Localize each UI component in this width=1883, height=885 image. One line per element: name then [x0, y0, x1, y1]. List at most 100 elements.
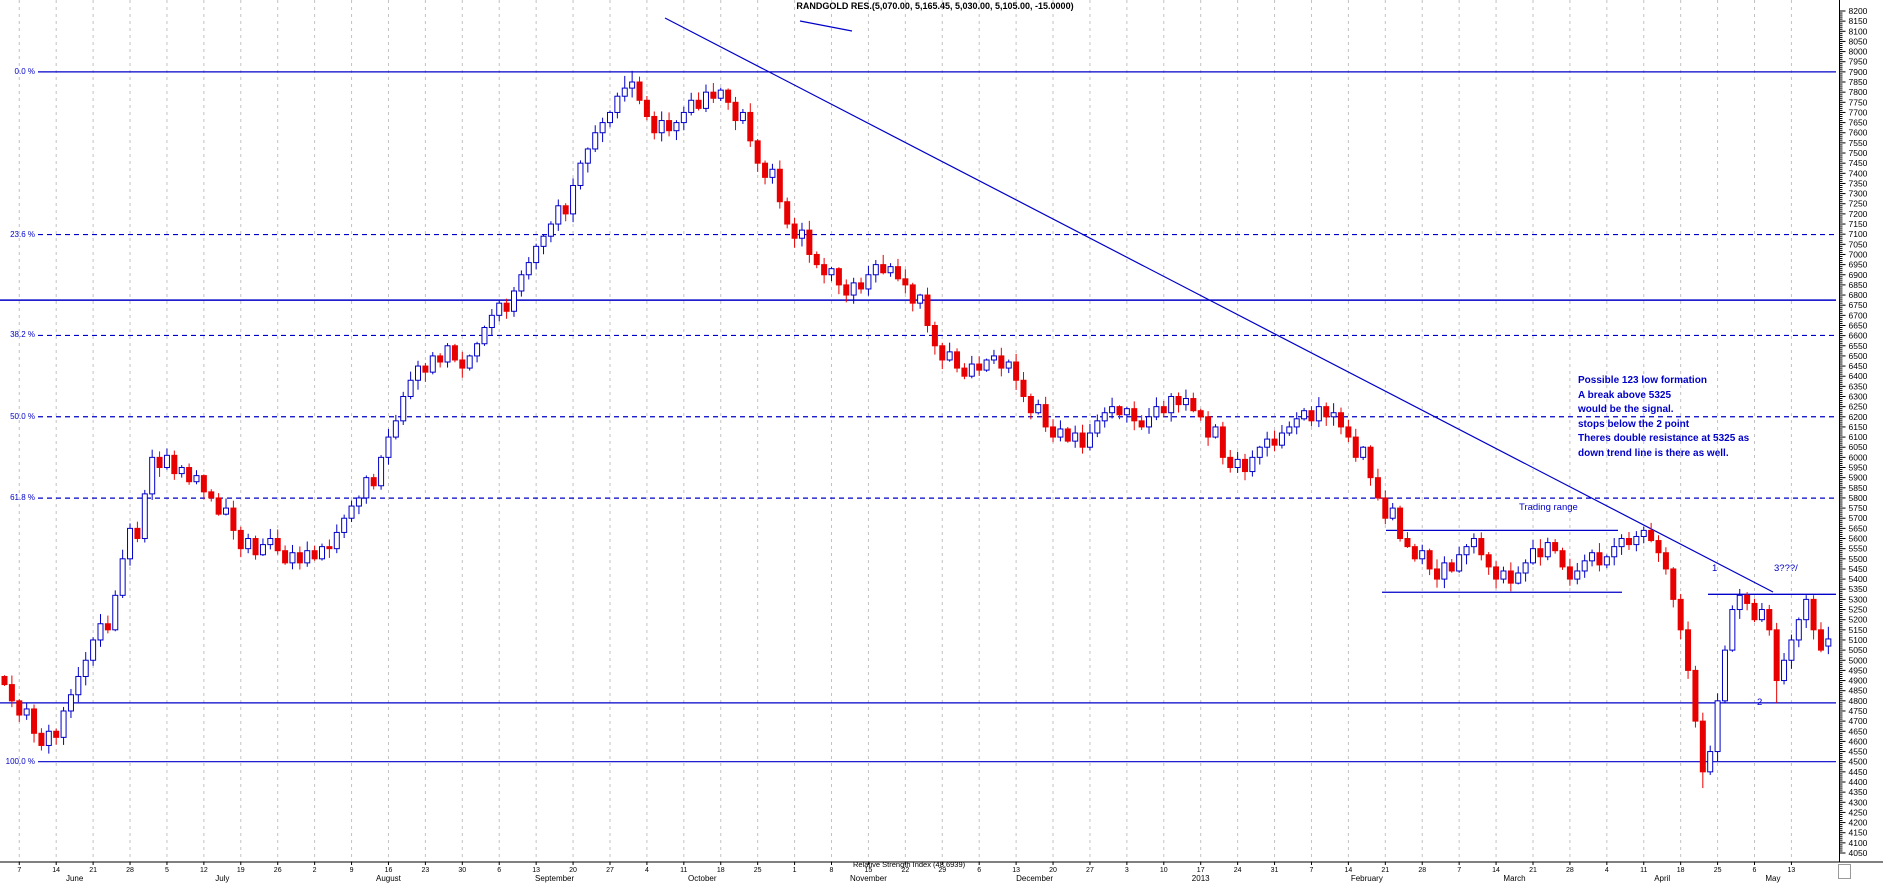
- svg-text:8050: 8050: [1849, 36, 1868, 46]
- svg-text:4550: 4550: [1849, 747, 1868, 757]
- svg-text:6: 6: [497, 867, 501, 874]
- svg-text:7650: 7650: [1849, 118, 1868, 128]
- svg-text:5700: 5700: [1849, 513, 1868, 523]
- svg-text:13: 13: [1788, 867, 1796, 874]
- svg-text:4700: 4700: [1849, 716, 1868, 726]
- svg-text:11: 11: [680, 867, 687, 874]
- candlesticks: [1, 70, 1832, 789]
- note-line: Theres double resistance at 5325 as: [1578, 433, 1750, 444]
- note-line: down trend line is there as well.: [1578, 447, 1729, 459]
- fib-label: 38.2 %: [10, 330, 35, 340]
- svg-text:7550: 7550: [1849, 138, 1868, 148]
- trading-range-label: Trading range: [1519, 502, 1578, 513]
- svg-text:6500: 6500: [1849, 351, 1868, 361]
- note-line: stops below the 2 point: [1578, 418, 1690, 430]
- svg-text:December: December: [1016, 874, 1053, 883]
- svg-text:4850: 4850: [1849, 686, 1868, 696]
- resize-handle[interactable]: [1838, 864, 1851, 879]
- rsi-indicator-label: Relative Strength Index (48.6939): [853, 860, 966, 869]
- svg-text:7450: 7450: [1849, 158, 1868, 168]
- svg-text:7: 7: [1310, 867, 1314, 874]
- svg-text:7850: 7850: [1849, 77, 1868, 87]
- svg-text:5800: 5800: [1849, 493, 1868, 503]
- svg-text:19: 19: [237, 867, 245, 874]
- weekly-gridlines: [18, 0, 1792, 862]
- svg-text:8150: 8150: [1849, 16, 1868, 26]
- svg-text:7500: 7500: [1849, 148, 1868, 158]
- svg-text:7000: 7000: [1849, 249, 1868, 259]
- svg-text:21: 21: [89, 867, 97, 874]
- downtrend-line: [664, 17, 1774, 593]
- svg-text:7200: 7200: [1849, 209, 1868, 219]
- svg-text:1: 1: [793, 867, 797, 874]
- svg-text:11: 11: [1640, 867, 1647, 874]
- svg-text:6850: 6850: [1849, 280, 1868, 290]
- svg-text:September: September: [535, 874, 574, 883]
- svg-text:24: 24: [1234, 867, 1242, 874]
- svg-text:6: 6: [1753, 867, 1757, 874]
- svg-text:2013: 2013: [1192, 874, 1210, 883]
- svg-text:5400: 5400: [1849, 574, 1868, 584]
- svg-text:4: 4: [645, 867, 649, 874]
- svg-text:28: 28: [126, 867, 134, 874]
- svg-text:6: 6: [977, 867, 981, 874]
- svg-text:8000: 8000: [1849, 47, 1868, 57]
- svg-text:5: 5: [165, 867, 169, 874]
- svg-text:5650: 5650: [1849, 523, 1868, 533]
- point-2-label: 2: [1757, 697, 1763, 708]
- fib-label: 100.0 %: [5, 756, 35, 766]
- fib-label: 61.8 %: [10, 493, 35, 503]
- svg-text:4600: 4600: [1849, 736, 1868, 746]
- svg-text:6550: 6550: [1849, 341, 1868, 351]
- svg-text:8: 8: [830, 867, 834, 874]
- fib-label: 23.6 %: [10, 229, 35, 239]
- svg-text:4400: 4400: [1849, 777, 1868, 787]
- svg-text:21: 21: [1529, 867, 1537, 874]
- svg-text:27: 27: [606, 867, 614, 874]
- svg-text:4500: 4500: [1849, 757, 1868, 767]
- svg-text:6350: 6350: [1849, 381, 1868, 391]
- svg-text:November: November: [850, 874, 887, 883]
- note-line: would be the signal.: [1578, 404, 1674, 415]
- trendline-stub: [799, 20, 853, 32]
- svg-text:3: 3: [1125, 867, 1129, 874]
- svg-text:4200: 4200: [1849, 818, 1868, 828]
- svg-text:31: 31: [1271, 867, 1279, 874]
- svg-text:14: 14: [52, 867, 60, 874]
- svg-text:6750: 6750: [1849, 300, 1868, 310]
- chart-title: RANDGOLD RES.(5,070.00, 5,165.45, 5,030.…: [796, 1, 1074, 11]
- svg-text:5750: 5750: [1849, 503, 1868, 513]
- svg-text:6700: 6700: [1849, 310, 1868, 320]
- note-line: A break above 5325: [1578, 389, 1672, 401]
- svg-text:October: October: [688, 874, 717, 883]
- svg-text:5850: 5850: [1849, 483, 1868, 493]
- svg-text:5000: 5000: [1849, 655, 1868, 665]
- svg-text:5900: 5900: [1849, 473, 1868, 483]
- svg-text:16: 16: [385, 867, 393, 874]
- svg-text:4: 4: [1605, 867, 1609, 874]
- svg-text:7: 7: [17, 867, 21, 874]
- svg-text:6800: 6800: [1849, 290, 1868, 300]
- svg-text:21: 21: [1381, 867, 1389, 874]
- svg-text:29: 29: [938, 867, 946, 874]
- svg-text:7150: 7150: [1849, 219, 1868, 229]
- svg-text:5200: 5200: [1849, 615, 1868, 625]
- svg-text:25: 25: [1714, 867, 1722, 874]
- svg-text:4300: 4300: [1849, 797, 1868, 807]
- svg-text:5450: 5450: [1849, 564, 1868, 574]
- svg-text:4750: 4750: [1849, 706, 1868, 716]
- svg-text:25: 25: [754, 867, 762, 874]
- svg-text:5050: 5050: [1849, 645, 1868, 655]
- svg-text:13: 13: [1012, 867, 1020, 874]
- svg-text:5350: 5350: [1849, 584, 1868, 594]
- svg-text:7600: 7600: [1849, 128, 1868, 138]
- svg-text:20: 20: [1049, 867, 1057, 874]
- svg-text:4050: 4050: [1849, 848, 1868, 858]
- svg-text:12: 12: [200, 867, 208, 874]
- svg-text:7: 7: [1457, 867, 1461, 874]
- svg-text:17: 17: [1197, 867, 1205, 874]
- svg-text:5150: 5150: [1849, 625, 1868, 635]
- svg-text:7750: 7750: [1849, 97, 1868, 107]
- svg-text:6400: 6400: [1849, 371, 1868, 381]
